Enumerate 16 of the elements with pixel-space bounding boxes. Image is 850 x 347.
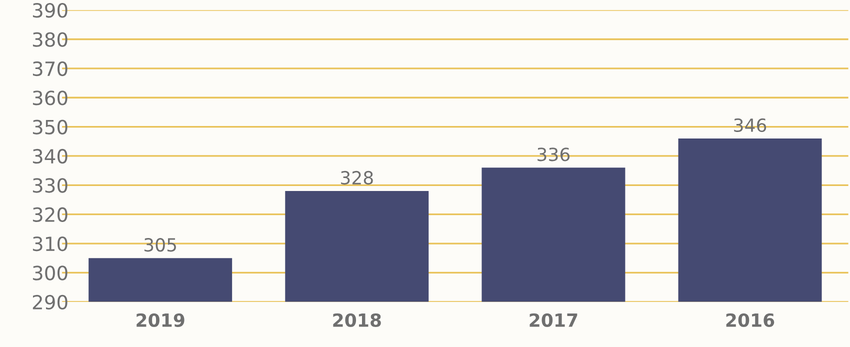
y-tick-label: 370 <box>32 61 68 76</box>
x-tick-label: 2016 <box>726 313 774 327</box>
x-tick-label: 2017 <box>530 313 578 327</box>
data-label: 328 <box>341 170 373 185</box>
y-tick-label: 340 <box>32 148 68 164</box>
y-tick-label: 330 <box>32 178 68 193</box>
x-tick-label: 2019 <box>136 313 184 327</box>
y-tick-label: 300 <box>32 266 68 280</box>
y-tick-label: 310 <box>32 236 68 252</box>
y-tick-label: 350 <box>32 120 68 134</box>
y-tick-label: 360 <box>32 90 68 106</box>
y-tick-label: 290 <box>32 294 68 310</box>
y-tick-label: 390 <box>32 3 68 18</box>
y-tick-label: 320 <box>32 207 68 222</box>
x-tick-label: 2018 <box>333 313 381 327</box>
y-tick-label: 380 <box>32 32 68 47</box>
